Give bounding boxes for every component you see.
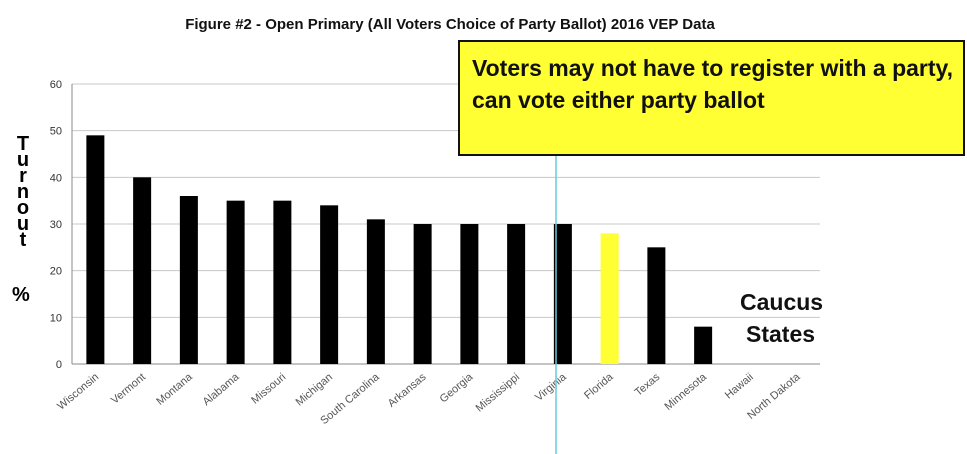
x-tick-label: Montana — [154, 371, 195, 408]
caucus-line-2: States — [746, 321, 816, 347]
x-tick-label: Missouri — [249, 371, 288, 407]
bar-michigan — [320, 205, 339, 364]
x-tick-label: Florida — [582, 371, 616, 402]
chart-title: Figure #2 - Open Primary (All Voters Cho… — [185, 16, 715, 33]
y-tick-label: 30 — [50, 219, 62, 231]
x-tick-label: Virginia — [533, 371, 569, 404]
y-tick-label: 10 — [50, 312, 62, 324]
bar-alabama — [226, 200, 245, 364]
x-tick-label: Mississippi — [474, 371, 522, 414]
y-tick-label: 40 — [50, 172, 62, 184]
y-tick-label: 60 — [50, 79, 62, 91]
y-tick-label: 20 — [50, 266, 62, 278]
callout-box: Voters may not have to register with a p… — [458, 40, 965, 156]
caucus-line-1: Caucus — [740, 289, 824, 315]
bar-mississippi — [507, 224, 526, 364]
y-axis-label-text: Turnout — [16, 133, 30, 251]
x-tick-label: Alabama — [201, 371, 243, 409]
x-tick-label: Arkansas — [386, 371, 429, 410]
bar-missouri — [273, 200, 292, 364]
bar-texas — [647, 247, 666, 364]
bar-vermont — [133, 177, 152, 364]
x-tick-label: Wisconsin — [55, 371, 101, 412]
x-tick-label: Texas — [633, 371, 663, 399]
bar-florida — [600, 233, 619, 364]
y-tick-label: 0 — [56, 359, 62, 371]
y-tick-label: 50 — [50, 126, 62, 138]
y-axis-label: Turnout — [8, 133, 38, 251]
bar-minnesota — [694, 326, 713, 364]
bar-montana — [179, 196, 198, 364]
caucus-states-label: Caucus States — [740, 286, 823, 350]
x-tick-label: Minnesota — [662, 371, 709, 413]
x-tick-label: Michigan — [294, 371, 335, 408]
bar-arkansas — [413, 224, 432, 364]
bar-wisconsin — [86, 135, 105, 364]
y-axis-unit: % — [12, 284, 30, 306]
bar-virginia — [553, 224, 572, 364]
bar-south-carolina — [366, 219, 385, 364]
x-tick-label: Georgia — [438, 371, 476, 406]
bar-georgia — [460, 224, 479, 364]
x-tick-label: Vermont — [109, 371, 148, 407]
x-tick-label: Hawaii — [723, 371, 756, 401]
